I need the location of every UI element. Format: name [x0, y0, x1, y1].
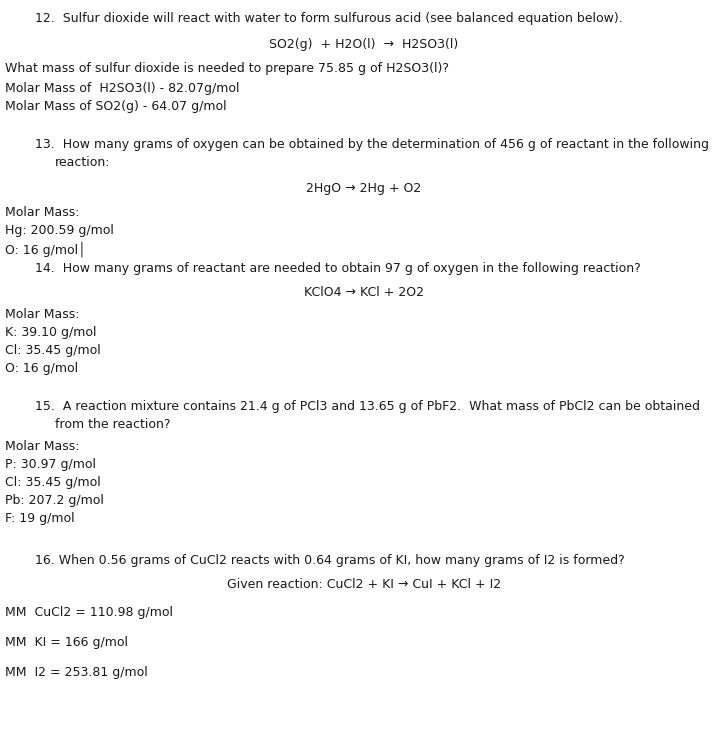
Text: 2HgO → 2Hg + O2: 2HgO → 2Hg + O2	[306, 182, 422, 195]
Text: Cl: 35.45 g/mol: Cl: 35.45 g/mol	[5, 476, 100, 489]
Text: Pb: 207.2 g/mol: Pb: 207.2 g/mol	[5, 494, 104, 507]
Text: 12.  Sulfur dioxide will react with water to form sulfurous acid (see balanced e: 12. Sulfur dioxide will react with water…	[35, 12, 622, 25]
Text: MM  I2 = 253.81 g/mol: MM I2 = 253.81 g/mol	[5, 666, 148, 679]
Text: O: 16 g/mol│: O: 16 g/mol│	[5, 242, 86, 258]
Text: 13.  How many grams of oxygen can be obtained by the determination of 456 g of r: 13. How many grams of oxygen can be obta…	[35, 138, 709, 151]
Text: What mass of sulfur dioxide is needed to prepare 75.85 g of H2SO3(l)?: What mass of sulfur dioxide is needed to…	[5, 62, 449, 75]
Text: 16. When 0.56 grams of CuCl2 reacts with 0.64 grams of KI, how many grams of I2 : 16. When 0.56 grams of CuCl2 reacts with…	[35, 554, 625, 567]
Text: KClO4 → KCl + 2O2: KClO4 → KCl + 2O2	[304, 286, 424, 299]
Text: P: 30.97 g/mol: P: 30.97 g/mol	[5, 458, 96, 471]
Text: 14.  How many grams of reactant are needed to obtain 97 g of oxygen in the follo: 14. How many grams of reactant are neede…	[35, 262, 641, 275]
Text: Molar Mass:: Molar Mass:	[5, 440, 79, 453]
Text: F: 19 g/mol: F: 19 g/mol	[5, 512, 75, 525]
Text: SO2(g)  + H2O(l)  →  H2SO3(l): SO2(g) + H2O(l) → H2SO3(l)	[269, 38, 459, 51]
Text: Molar Mass:: Molar Mass:	[5, 206, 79, 219]
Text: O: 16 g/mol: O: 16 g/mol	[5, 362, 78, 375]
Text: Molar Mass of SO2(g) - 64.07 g/mol: Molar Mass of SO2(g) - 64.07 g/mol	[5, 100, 226, 113]
Text: K: 39.10 g/mol: K: 39.10 g/mol	[5, 326, 97, 339]
Text: Molar Mass:: Molar Mass:	[5, 308, 79, 321]
Text: MM  KI = 166 g/mol: MM KI = 166 g/mol	[5, 636, 128, 649]
Text: Molar Mass of  H2SO3(l) - 82.07g/mol: Molar Mass of H2SO3(l) - 82.07g/mol	[5, 82, 240, 95]
Text: Cl: 35.45 g/mol: Cl: 35.45 g/mol	[5, 344, 100, 357]
Text: 15.  A reaction mixture contains 21.4 g of PCl3 and 13.65 g of PbF2.  What mass : 15. A reaction mixture contains 21.4 g o…	[35, 400, 700, 413]
Text: MM  CuCl2 = 110.98 g/mol: MM CuCl2 = 110.98 g/mol	[5, 606, 173, 619]
Text: Given reaction: CuCl2 + KI → CuI + KCl + I2: Given reaction: CuCl2 + KI → CuI + KCl +…	[227, 578, 501, 591]
Text: Hg: 200.59 g/mol: Hg: 200.59 g/mol	[5, 224, 114, 237]
Text: from the reaction?: from the reaction?	[55, 418, 170, 431]
Text: reaction:: reaction:	[55, 156, 111, 169]
